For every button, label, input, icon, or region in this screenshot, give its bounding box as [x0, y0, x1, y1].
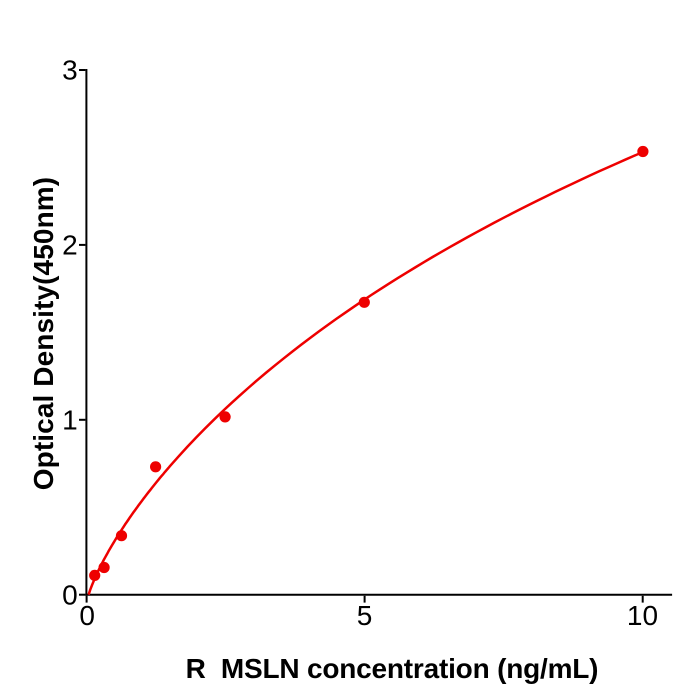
svg-text:1: 1 — [62, 405, 78, 436]
svg-text:3: 3 — [62, 55, 78, 86]
svg-text:Optical Density(450nm): Optical Density(450nm) — [28, 177, 59, 490]
svg-text:R MSLN concentration (ng/mL): R MSLN concentration (ng/mL) — [186, 653, 599, 684]
svg-text:2: 2 — [62, 230, 78, 261]
svg-text:10: 10 — [627, 600, 658, 631]
svg-text:0: 0 — [62, 579, 78, 610]
svg-text:5: 5 — [357, 600, 373, 631]
svg-text:0: 0 — [79, 600, 95, 631]
